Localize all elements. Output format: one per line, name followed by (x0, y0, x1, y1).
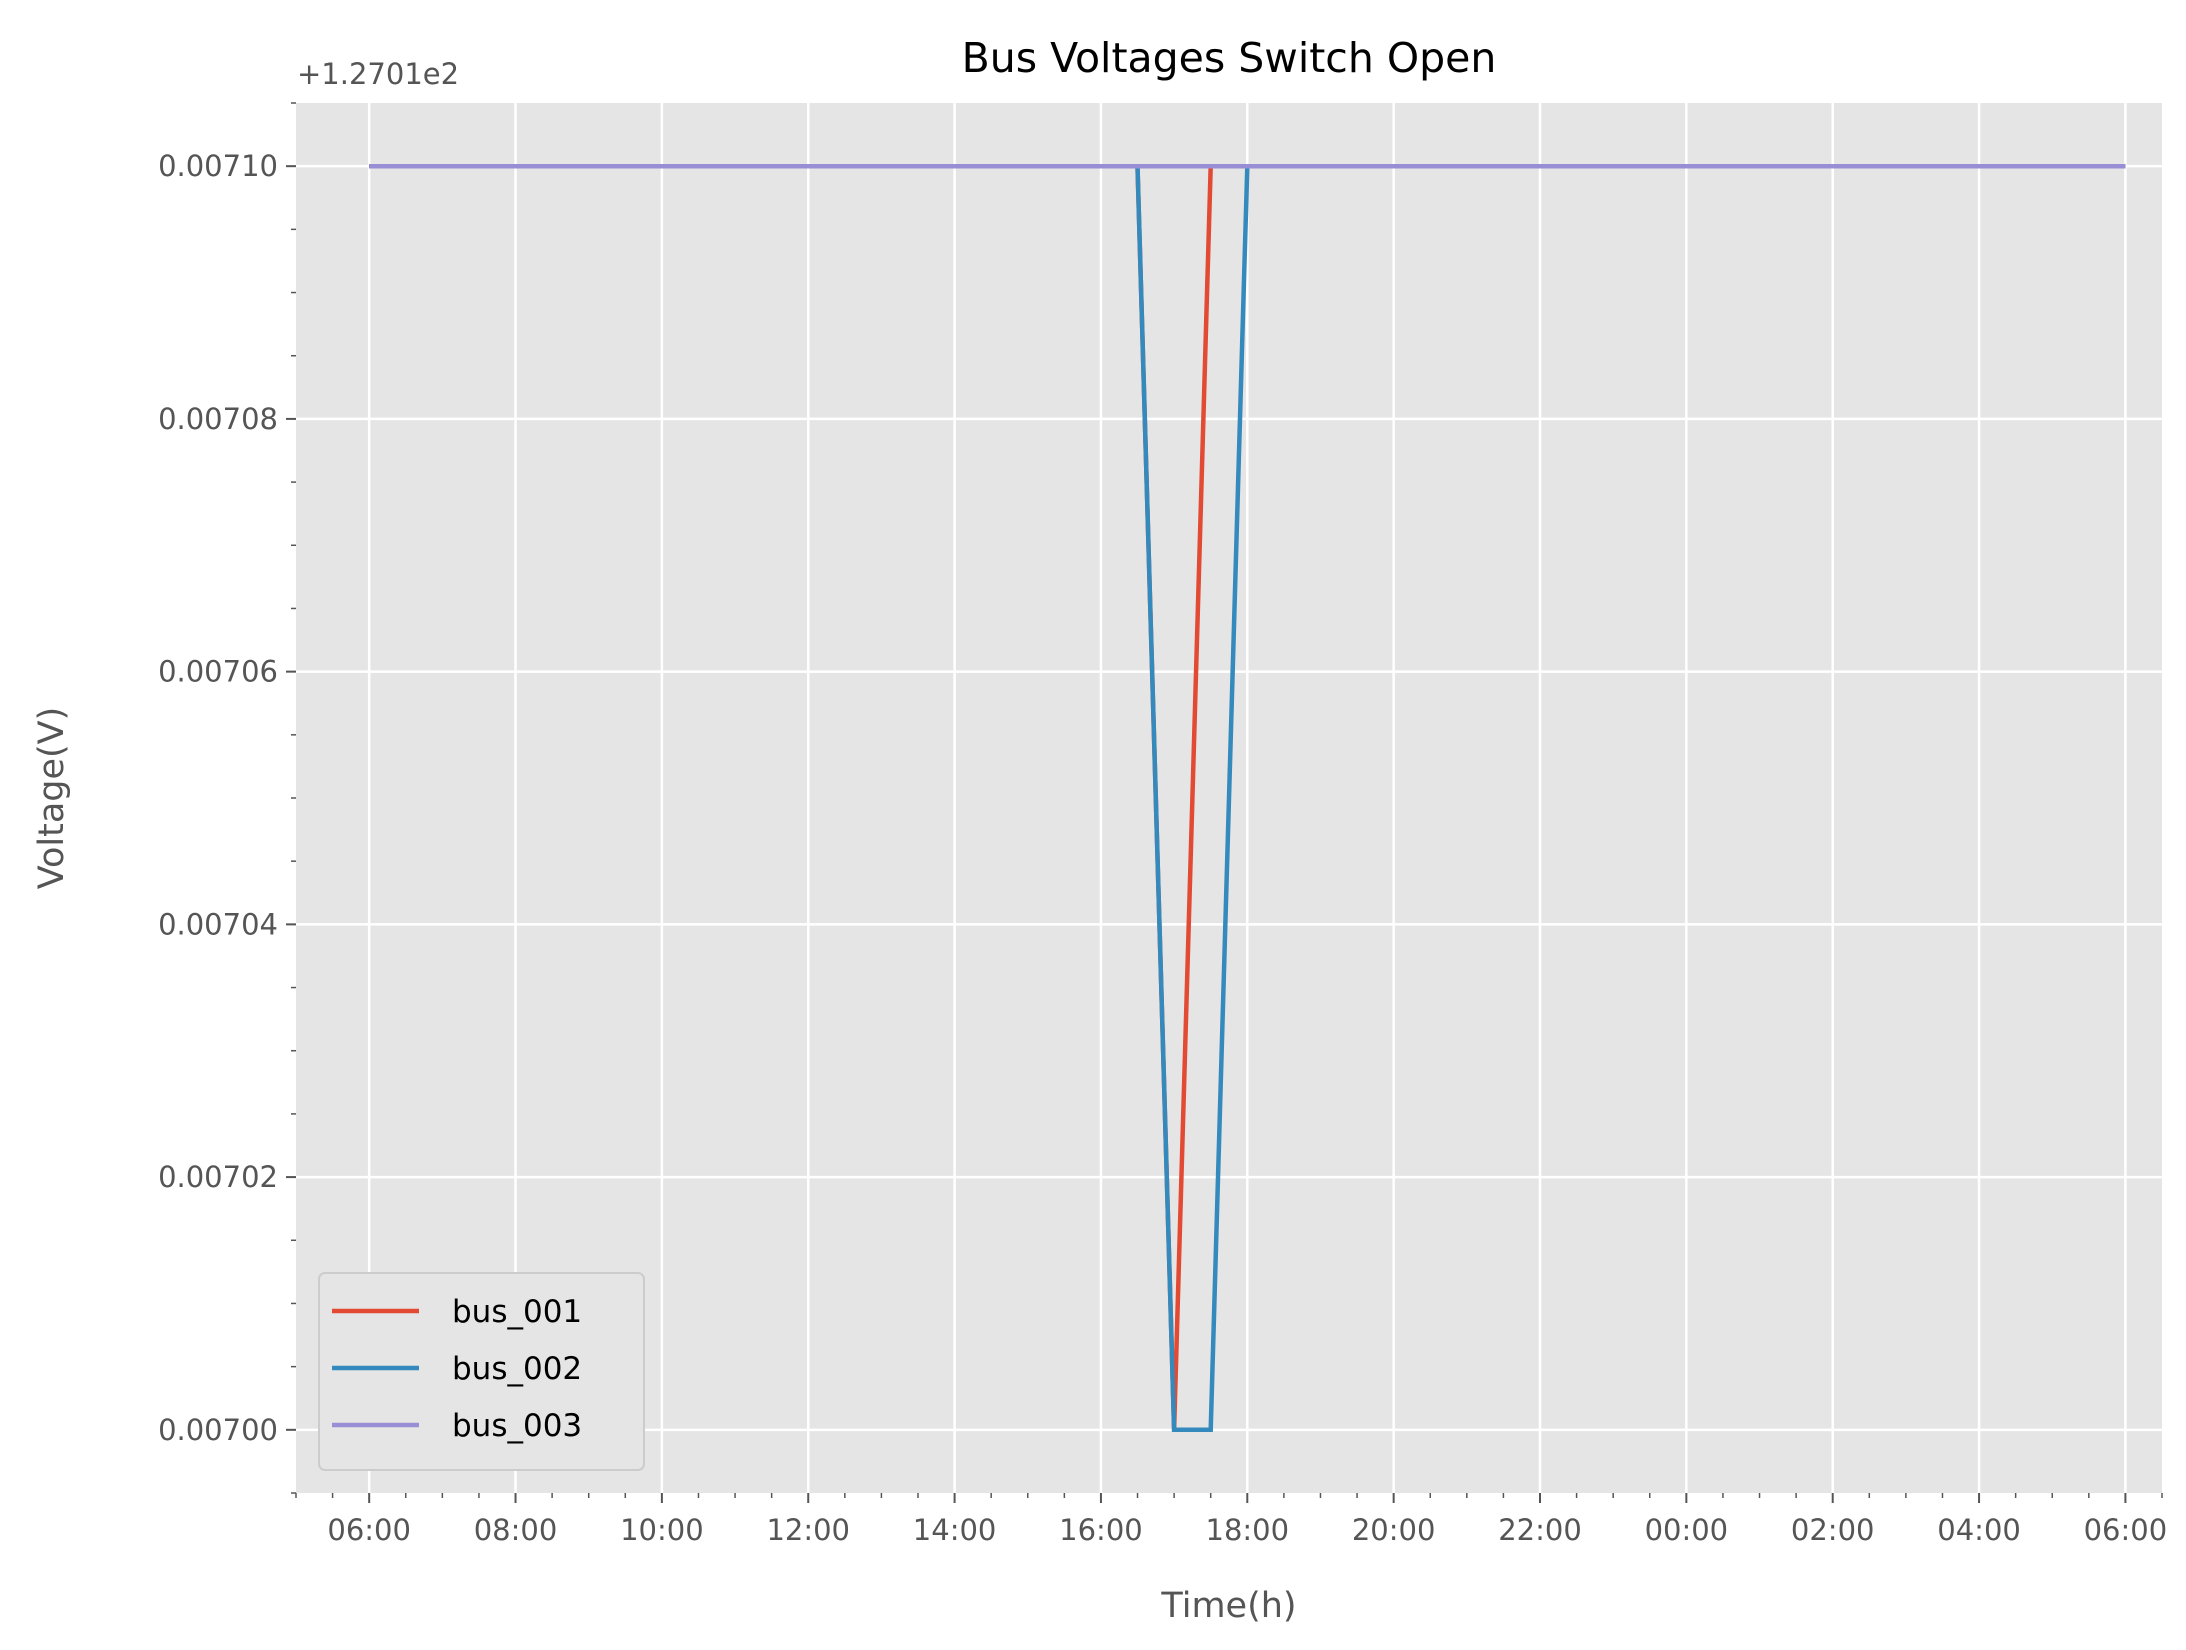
legend-box (318, 1272, 645, 1471)
x-tick-label: 06:00 (2084, 1513, 2168, 1547)
x-tick-label: 18:00 (1206, 1513, 1290, 1547)
y-tick-label: 0.00704 (158, 907, 278, 941)
series-lines (369, 163, 2126, 1433)
y-tick-label: 0.00708 (158, 402, 278, 436)
y-axis: 0.00700 0.00702 0.00704 0.00706 0.00708 0.007… (158, 102, 296, 1494)
y-offset-label: +1.2701e2 (297, 57, 459, 91)
x-tick-label: 20:00 (1352, 1513, 1436, 1547)
x-tick-label: 08:00 (474, 1513, 558, 1547)
chart-title: Bus Voltages Switch Open (962, 34, 1497, 82)
y-axis-label: Voltage(V) (32, 707, 72, 890)
legend-label-bus_002: bus_002 (452, 1351, 582, 1387)
y-tick-label: 0.00706 (158, 655, 278, 689)
legend-label-bus_003: bus_003 (452, 1408, 582, 1444)
legend: bus_001 bus_002 bus_003 (318, 1272, 645, 1471)
x-axis-label: Time(h) (1160, 1586, 1296, 1626)
y-tick-label: 0.00702 (158, 1160, 278, 1194)
y-tick-label: 0.00710 (158, 149, 278, 183)
legend-label-bus_001: bus_001 (452, 1294, 582, 1330)
x-tick-label: 02:00 (1791, 1513, 1875, 1547)
x-tick-label: 12:00 (766, 1513, 850, 1547)
x-tick-label: 00:00 (1645, 1513, 1729, 1547)
y-tick-label: 0.00700 (158, 1413, 278, 1447)
x-tick-label: 04:00 (1937, 1513, 2021, 1547)
x-tick-label: 06:00 (327, 1513, 411, 1547)
x-tick-label: 16:00 (1059, 1513, 1143, 1547)
x-tick-label: 14:00 (913, 1513, 997, 1547)
x-tick-label: 10:00 (620, 1513, 704, 1547)
x-tick-label: 22:00 (1498, 1513, 1582, 1547)
x-axis: 06:00 08:00 10:00 12:00 14:00 16:00 18:00 20:00… (295, 1493, 2168, 1547)
